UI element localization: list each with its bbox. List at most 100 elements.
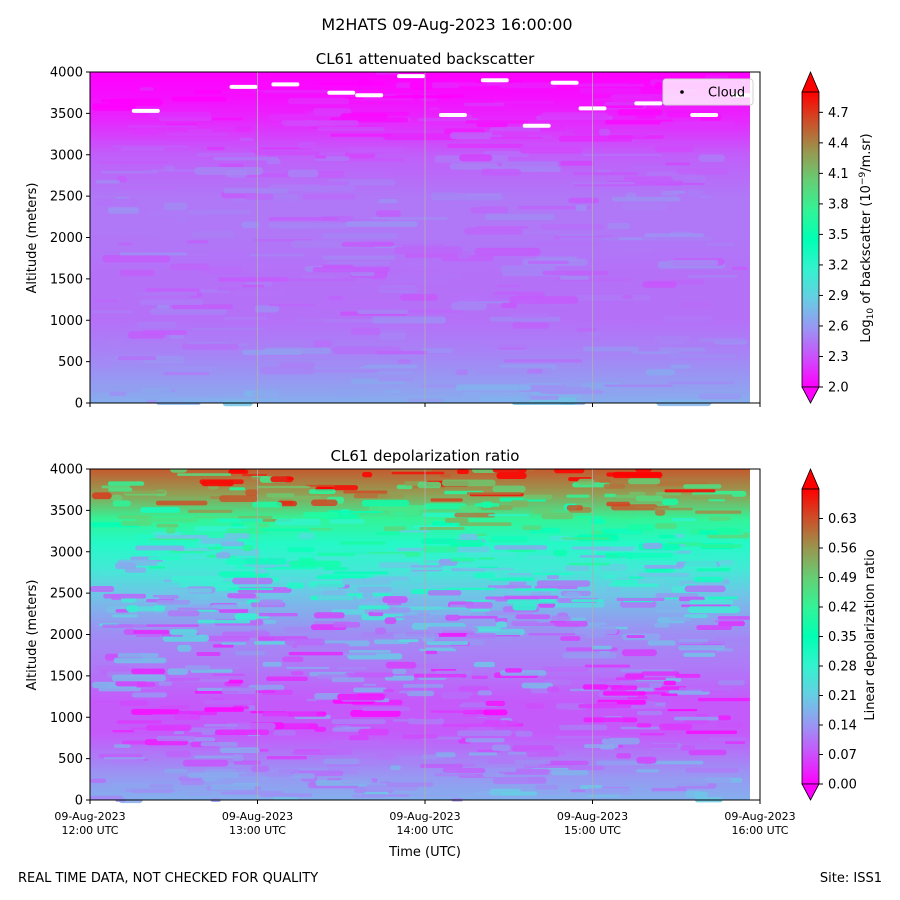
heatmap-cell bbox=[453, 282, 465, 285]
colorbar-tick-label: 3.5 bbox=[828, 228, 849, 243]
heatmap-cell bbox=[383, 689, 394, 692]
heatmap-cell bbox=[587, 330, 601, 337]
heatmap-cell bbox=[286, 278, 356, 282]
backscatter-gridlines bbox=[257, 72, 593, 403]
heatmap-cell bbox=[254, 305, 279, 313]
heatmap-cell bbox=[498, 82, 557, 89]
heatmap-cell bbox=[684, 561, 718, 569]
heatmap-cell bbox=[395, 94, 464, 98]
colorbar-tick-label: 4.4 bbox=[828, 136, 849, 151]
heatmap-cell bbox=[204, 635, 250, 642]
heatmap-cell bbox=[651, 787, 687, 792]
heatmap-cell bbox=[389, 508, 420, 515]
heatmap-cell bbox=[566, 505, 584, 511]
heatmap-cell bbox=[575, 205, 588, 211]
heatmap-cell bbox=[473, 572, 496, 578]
heatmap-cell bbox=[492, 777, 547, 784]
heatmap-cell bbox=[156, 399, 201, 405]
heatmap-cell bbox=[341, 726, 371, 729]
heatmap-cell bbox=[642, 281, 677, 288]
heatmap-cell bbox=[136, 321, 177, 329]
heatmap-cell bbox=[532, 572, 573, 575]
heatmap-cell bbox=[361, 706, 410, 711]
heatmap-cell bbox=[282, 656, 304, 663]
heatmap-cell bbox=[320, 747, 353, 755]
heatmap-cell bbox=[286, 666, 330, 669]
heatmap-cell bbox=[551, 770, 589, 776]
heatmap-cell bbox=[683, 484, 722, 489]
heatmap-cell bbox=[284, 638, 325, 646]
heatmap-cell bbox=[393, 246, 463, 255]
heatmap-cell bbox=[148, 556, 182, 560]
heatmap-cell bbox=[574, 184, 638, 187]
heatmap-cell bbox=[194, 89, 222, 94]
heatmap-cell bbox=[585, 788, 634, 795]
heatmap-cell bbox=[316, 575, 367, 580]
heatmap-cell bbox=[228, 587, 274, 591]
heatmap-cell bbox=[267, 222, 314, 229]
heatmap-cell bbox=[196, 152, 267, 157]
heatmap-cell bbox=[231, 289, 285, 297]
heatmap-cell bbox=[322, 589, 346, 596]
y-tick-label: 3500 bbox=[50, 504, 83, 519]
heatmap-cell bbox=[501, 791, 538, 796]
heatmap-cell bbox=[465, 193, 500, 197]
heatmap-cell bbox=[449, 539, 484, 547]
heatmap-cell bbox=[553, 620, 588, 627]
heatmap-cell bbox=[468, 726, 495, 730]
heatmap-cell bbox=[115, 680, 147, 687]
heatmap-cell bbox=[512, 603, 537, 611]
heatmap-cell bbox=[199, 479, 244, 485]
heatmap-cell bbox=[490, 136, 543, 139]
heatmap-cell bbox=[444, 518, 469, 523]
heatmap-cell bbox=[561, 316, 587, 322]
heatmap-cell bbox=[387, 602, 402, 606]
heatmap-cell bbox=[392, 668, 407, 674]
heatmap-cell bbox=[456, 469, 469, 474]
heatmap-cell bbox=[385, 275, 452, 284]
heatmap-cell bbox=[584, 744, 619, 748]
heatmap-cell bbox=[219, 163, 244, 167]
heatmap-cell bbox=[258, 523, 269, 528]
heatmap-cell bbox=[378, 332, 406, 341]
heatmap-cell bbox=[541, 112, 609, 120]
heatmap-cell bbox=[314, 726, 326, 732]
heatmap-cell bbox=[163, 371, 210, 376]
heatmap-cell bbox=[107, 481, 145, 486]
heatmap-cell bbox=[527, 368, 543, 374]
heatmap-cell bbox=[568, 197, 599, 204]
heatmap-cell bbox=[687, 606, 740, 613]
y-tick-label: 2000 bbox=[50, 231, 83, 246]
heatmap-cell bbox=[212, 673, 245, 676]
heatmap-cell bbox=[458, 615, 498, 619]
heatmap-cell bbox=[616, 597, 665, 601]
heatmap-cell bbox=[671, 518, 697, 522]
heatmap-cell bbox=[250, 629, 267, 634]
heatmap-cell bbox=[578, 704, 632, 709]
heatmap-cell bbox=[571, 181, 635, 185]
heatmap-cell bbox=[678, 645, 725, 651]
heatmap-cell bbox=[616, 753, 632, 759]
heatmap-cell bbox=[213, 157, 279, 161]
heatmap-cell bbox=[403, 684, 444, 688]
heatmap-cell bbox=[460, 567, 514, 571]
heatmap-cell bbox=[621, 202, 668, 211]
heatmap-cell bbox=[518, 206, 591, 210]
depolarization-colorbar-label: Linear depolarization ratio bbox=[863, 549, 878, 720]
heatmap-cell bbox=[459, 533, 479, 540]
heatmap-cell bbox=[317, 127, 385, 131]
heatmap-cell bbox=[566, 494, 590, 498]
heatmap-cell bbox=[361, 632, 402, 638]
heatmap-cell bbox=[522, 192, 589, 198]
heatmap-cell bbox=[194, 755, 241, 759]
heatmap-cell bbox=[716, 721, 744, 729]
heatmap-cell bbox=[687, 275, 738, 278]
heatmap-cell bbox=[284, 120, 359, 127]
heatmap-cell bbox=[215, 552, 231, 559]
heatmap-cell bbox=[419, 648, 457, 652]
heatmap-cell bbox=[96, 360, 112, 369]
heatmap-cell bbox=[464, 227, 523, 235]
heatmap-cell bbox=[541, 512, 574, 520]
heatmap-cell bbox=[687, 189, 703, 197]
